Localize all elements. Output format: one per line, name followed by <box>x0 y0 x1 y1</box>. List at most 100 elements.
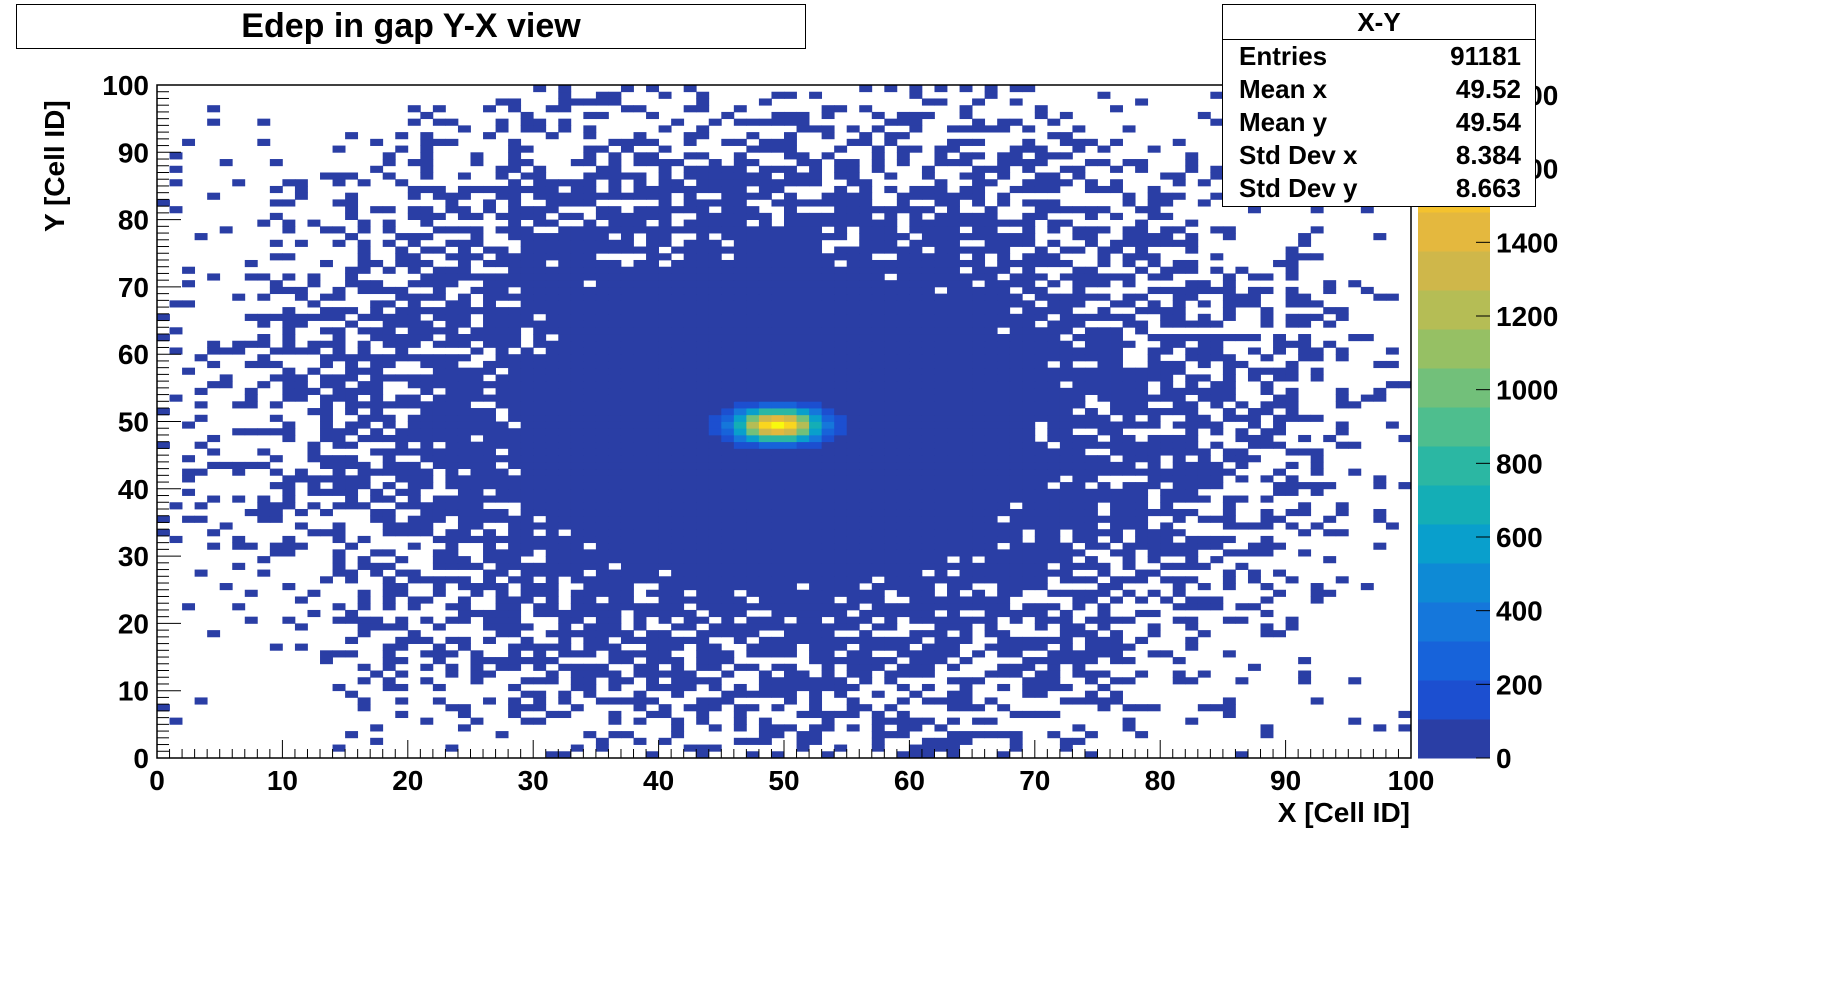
heatmap-cell <box>570 609 584 618</box>
heatmap-cell <box>947 529 960 537</box>
heatmap-cell <box>984 428 998 436</box>
heatmap-cell <box>1072 421 1086 429</box>
heatmap-cell <box>947 421 960 429</box>
heatmap-cell <box>520 159 534 167</box>
heatmap-cell <box>357 623 371 631</box>
heatmap-cell <box>457 266 471 274</box>
heatmap-cell <box>620 475 634 483</box>
heatmap-cell <box>683 744 697 752</box>
heatmap-cell <box>859 226 873 234</box>
heatmap-cell <box>771 502 785 510</box>
heatmap-cell <box>959 630 973 638</box>
heatmap-cell <box>633 179 647 187</box>
heatmap-cell <box>395 259 409 268</box>
heatmap-cell <box>157 334 170 342</box>
heatmap-cell <box>1059 455 1073 463</box>
heatmap-cell <box>483 461 496 470</box>
heatmap-cell <box>846 448 860 456</box>
heatmap-cell <box>984 535 998 544</box>
heatmap-cell <box>846 340 860 348</box>
heatmap-cell <box>483 670 496 678</box>
heatmap-cell <box>921 266 935 274</box>
heatmap-cell <box>257 334 271 342</box>
heatmap-cell <box>595 441 609 449</box>
heatmap-cell <box>683 394 697 402</box>
heatmap-cell <box>558 273 572 281</box>
heatmap-cell <box>1398 482 1412 490</box>
heatmap-cell <box>871 690 885 698</box>
heatmap-cell <box>934 246 948 254</box>
heatmap-cell <box>708 381 722 389</box>
heatmap-cell <box>972 603 986 611</box>
heatmap-cell <box>859 421 873 429</box>
heatmap-cell <box>445 495 459 503</box>
heatmap-cell <box>796 535 810 544</box>
heatmap-cell <box>1260 731 1274 739</box>
heatmap-cell <box>1172 583 1186 591</box>
heatmap-cell <box>1084 414 1098 422</box>
heatmap-cell <box>784 468 797 476</box>
heatmap-cell <box>520 522 534 530</box>
heatmap-cell <box>1260 367 1274 375</box>
heatmap-cell <box>758 239 772 247</box>
heatmap-cell <box>934 280 948 288</box>
heatmap-cell <box>1335 576 1349 584</box>
heatmap-cell <box>1022 259 1036 268</box>
heatmap-cell <box>620 414 634 422</box>
heatmap-cell <box>934 596 948 604</box>
heatmap-cell <box>721 165 735 173</box>
heatmap-cell <box>1210 515 1224 523</box>
heatmap-cell <box>771 495 785 503</box>
heatmap-cell <box>696 643 710 651</box>
heatmap-cell <box>921 576 935 584</box>
heatmap-cell <box>595 334 609 342</box>
heatmap-cell <box>1147 273 1161 281</box>
heatmap-cell <box>533 583 547 591</box>
heatmap-cell <box>884 421 898 429</box>
heatmap-cell <box>758 515 772 523</box>
heatmap-cell <box>1097 609 1111 618</box>
heatmap-cell <box>595 374 609 382</box>
heatmap-cell <box>595 347 609 355</box>
heatmap-cell <box>984 529 998 537</box>
heatmap-cell <box>370 327 384 335</box>
heatmap-cell <box>257 569 271 577</box>
heatmap-cell <box>445 307 459 315</box>
heatmap-cell <box>909 603 923 611</box>
heatmap-cell <box>696 266 710 274</box>
heatmap-cell <box>896 717 910 725</box>
heatmap-cell <box>758 246 772 254</box>
heatmap-cell <box>972 421 986 429</box>
heatmap-cell <box>721 562 735 570</box>
heatmap-cell <box>345 690 359 698</box>
heatmap-cell <box>784 327 797 335</box>
heatmap-cell <box>1110 354 1123 362</box>
heatmap-cell <box>784 441 797 449</box>
heatmap-cell <box>1260 286 1274 295</box>
heatmap-cell <box>884 226 898 234</box>
heatmap-cell <box>1009 710 1023 719</box>
heatmap-cell <box>332 313 346 321</box>
heatmap-cell <box>658 401 672 409</box>
heatmap-cell <box>646 293 659 301</box>
heatmap-cell <box>545 710 559 719</box>
heatmap-cell <box>294 596 308 604</box>
heatmap-cell <box>683 300 697 308</box>
heatmap-cell <box>896 313 910 321</box>
heatmap-cell <box>620 246 634 254</box>
heatmap-cell <box>784 354 797 362</box>
heatmap-cell <box>721 428 735 436</box>
heatmap-cell <box>545 441 559 449</box>
heatmap-cell <box>1059 434 1073 443</box>
heatmap-cell <box>834 253 848 261</box>
heatmap-cell <box>1160 549 1174 557</box>
heatmap-cell <box>1084 556 1098 564</box>
heatmap-cell <box>570 327 584 335</box>
heatmap-cell <box>1022 576 1036 584</box>
heatmap-cell <box>972 495 986 503</box>
heatmap-cell <box>633 286 647 295</box>
heatmap-cell <box>846 253 860 261</box>
heatmap-cell <box>696 226 710 234</box>
heatmap-cell <box>1122 233 1136 241</box>
heatmap-cell <box>620 387 634 395</box>
